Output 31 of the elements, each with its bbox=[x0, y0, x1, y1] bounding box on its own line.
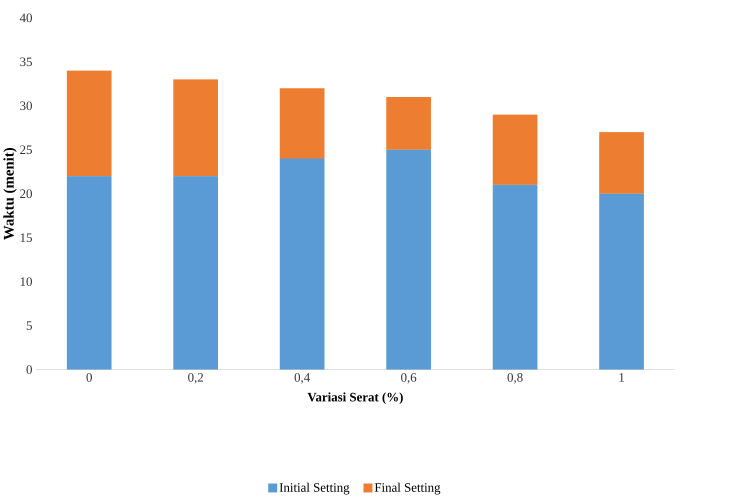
bar bbox=[386, 150, 431, 370]
legend-label: Final Setting bbox=[374, 482, 440, 495]
bar bbox=[492, 114, 538, 186]
bar bbox=[280, 158, 324, 370]
bar bbox=[173, 176, 218, 370]
y-tick-label: 25 bbox=[20, 146, 32, 154]
y-tick-label: 35 bbox=[20, 58, 32, 66]
bar bbox=[66, 70, 112, 176]
x-tick-label: 0,4 bbox=[294, 373, 310, 384]
bar bbox=[492, 185, 538, 370]
y-tick-label: 0 bbox=[26, 365, 32, 374]
legend-label: Initial Setting bbox=[280, 482, 350, 495]
bar bbox=[280, 88, 324, 159]
x-tick-label: 0,2 bbox=[188, 373, 204, 384]
x-tick-label: 1 bbox=[619, 373, 624, 382]
bar bbox=[599, 132, 644, 194]
x-tick-label: 0,8 bbox=[508, 373, 523, 384]
y-axis-title: Waktu (menit) bbox=[3, 148, 17, 240]
x-tick-label: 0,6 bbox=[401, 373, 416, 384]
x-axis-title: Variasi Serat (%) bbox=[308, 392, 403, 404]
bar bbox=[386, 97, 431, 150]
bar bbox=[66, 176, 112, 370]
bar bbox=[599, 194, 644, 370]
bar bbox=[173, 80, 218, 176]
y-tick-label: 10 bbox=[20, 277, 32, 286]
y-tick-label: 30 bbox=[20, 102, 32, 110]
y-tick-label: 20 bbox=[20, 190, 32, 198]
y-tick-label: 5 bbox=[26, 321, 32, 330]
y-tick-label: 15 bbox=[20, 234, 32, 242]
x-tick-label: 0 bbox=[86, 373, 92, 382]
y-tick-label: 40 bbox=[20, 14, 32, 22]
